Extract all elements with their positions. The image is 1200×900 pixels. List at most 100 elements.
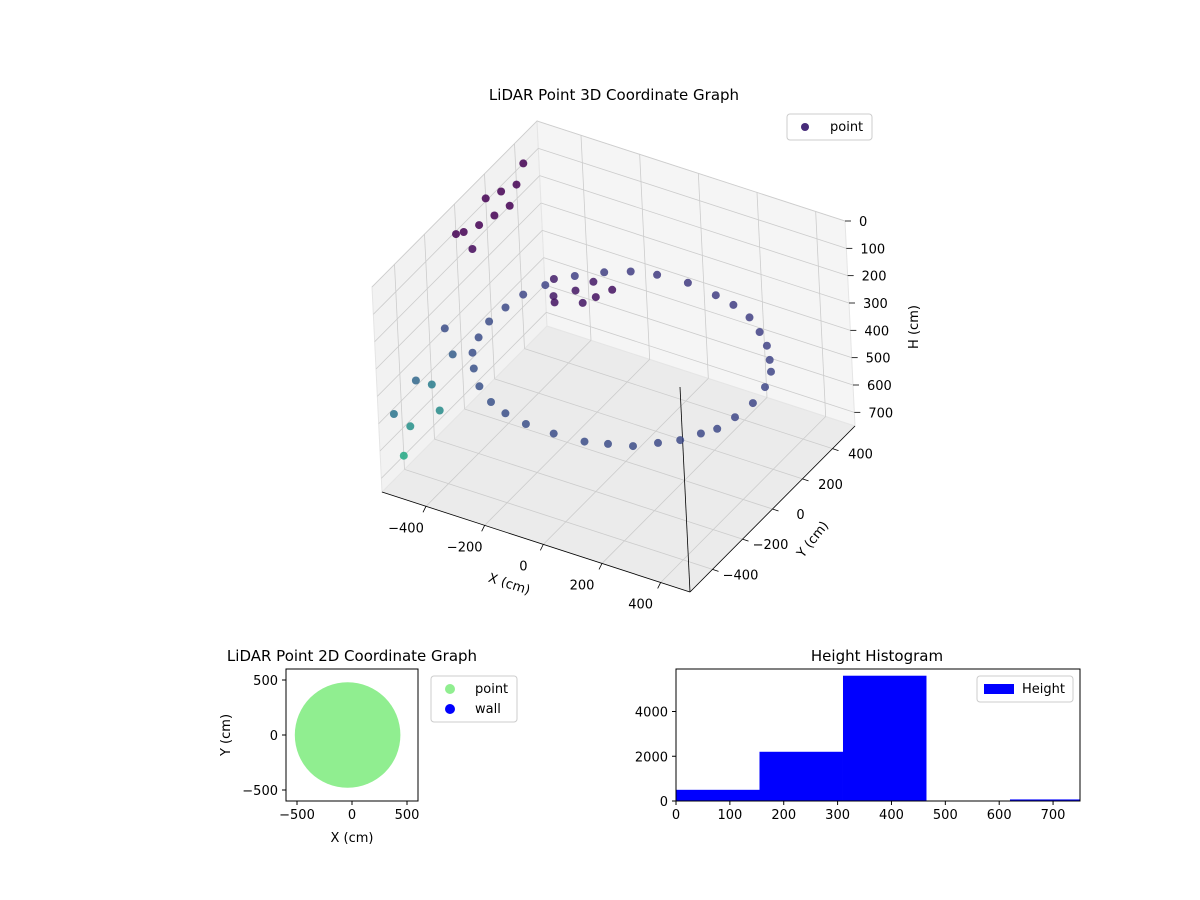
histogram-legend-label: Height [1022,682,1065,697]
grid-y-floor [404,468,713,570]
point-3d [490,211,499,220]
point-3d [711,291,720,300]
y-tick-label: 0 [270,729,278,744]
grid-y-wall [454,203,465,410]
grid-z-back [539,175,848,277]
chart-3d: LiDAR Point 3D Coordinate Graph −400 −200… [371,86,922,612]
point-3d [497,187,506,196]
point-3d [505,201,514,210]
chart-2d: LiDAR Point 2D Coordinate Graph −500 0 500… [219,647,518,846]
grid-x-back [639,154,651,360]
grid-z-back [540,202,850,304]
histogram-axes-frame [675,668,1081,802]
x-tick-label: 700 [1041,808,1066,823]
z-tick-label: 500 [866,352,891,367]
grid-y-floor [464,408,773,510]
point-3d [755,328,764,336]
point-3d [589,277,598,286]
point-3d [550,298,559,307]
y-tick-label: 4000 [635,706,668,721]
x-tick-label: 200 [771,808,796,823]
point-3d [475,382,484,391]
z-tick-label: 100 [860,242,885,257]
y-tick-mark [772,508,779,512]
point-3d [626,267,635,276]
point-3d [468,348,477,357]
point-3d [468,245,477,253]
histogram-legend: Height [976,675,1074,703]
x-tick-label: 0 [672,808,680,823]
grid-z-back [546,311,855,413]
y-tick-label: 200 [818,478,843,493]
y-tick-label: 0 [660,795,668,810]
point-3d [604,439,612,448]
grid-z-back [543,257,852,359]
x-tick-label: 400 [628,597,653,612]
x-tick-mark [598,563,603,570]
histogram-bar [1009,799,1080,801]
x-tick-label: 500 [933,808,958,823]
y-tick-label: 2000 [635,750,668,765]
grid-x-back [756,192,768,398]
chart-2d-ylabel: Y (cm) [219,714,234,757]
chart-2d-points [294,682,401,788]
y-tick-label: 400 [848,448,873,463]
grid-z-back [542,229,851,331]
chart-3d-legend-marker [801,123,809,131]
point-3d [448,350,457,359]
z-tick-label: 0 [859,215,867,230]
chart-histogram: Height Histogram 0 100 200 300 400 500 600 7000… [635,647,1081,823]
point-3d [519,290,528,299]
point-3d [406,422,415,431]
point-3d [748,399,757,408]
point-3d [519,159,528,168]
chart-3d-zlabel: H (cm) [907,305,922,349]
grid-z-wall [381,312,547,479]
histogram-legend-box [976,675,1074,703]
histogram-title: Height Histogram [811,647,943,665]
chart-2d-ticks: −500 0 500 −500 0 500 [242,674,419,823]
grid-y-wall [424,234,435,440]
chart-3d-grid [371,120,855,583]
grid-z-back [538,147,847,249]
grid-x-back [580,135,592,341]
point-3d [474,333,483,342]
point-3d [549,429,558,438]
x-tick-mark [422,506,427,513]
histogram-bar [842,675,927,801]
point-3d [676,436,685,445]
point-3d [591,293,600,302]
chart-3d-points [389,159,775,460]
point-3d [745,313,754,322]
point-3d [501,303,510,312]
z-tick-label: 300 [863,297,888,312]
point-3d [435,406,444,415]
y-tick-label: −400 [723,568,759,583]
chart-2d-legend-label-point: point [475,682,508,697]
point-3d [654,438,662,447]
grid-y-wall [484,173,495,379]
histogram-ticks: 0 100 200 300 400 500 600 700 0 2000 4000 [635,706,1066,823]
histogram-bars [676,675,1080,801]
x-tick-mark [539,544,544,551]
point-2d-disc [294,682,401,788]
point-3d [469,364,478,373]
point-3d [571,286,580,295]
x-tick-label: 0 [348,808,356,823]
y-tick-label: 0 [796,508,804,523]
chart-3d-legend-box [786,113,873,141]
grid-y-floor [434,438,743,540]
point-3d [629,442,637,451]
chart-2d-title: LiDAR Point 2D Coordinate Graph [227,647,477,665]
chart-3d-ticks: −400 −200 0 200 400 −400 −200 0 200 400 0 100 200 300… [381,215,893,612]
chart-3d-title: LiDAR Point 3D Coordinate Graph [489,86,739,104]
chart-3d-legend-label: point [830,120,863,135]
x-tick-label: 600 [987,808,1012,823]
x-tick-label: −400 [388,521,424,536]
point-3d [501,409,510,418]
point-3d [459,228,468,236]
point-3d [580,437,589,446]
axis-x-line [381,491,691,593]
point-3d [653,270,662,279]
